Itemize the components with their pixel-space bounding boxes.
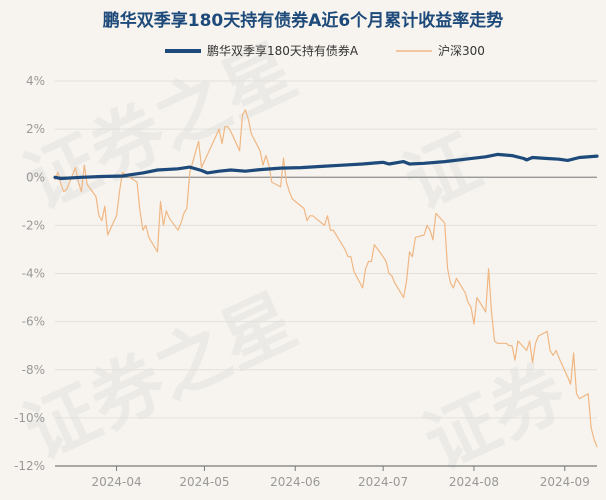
legend-item-fund[interactable]: 鹏华双季享180天持有债券A <box>165 43 359 58</box>
x-tick-label: 2024-08 <box>449 475 499 489</box>
y-tick-label: -10% <box>14 411 45 425</box>
y-tick-label: -8% <box>22 363 45 377</box>
legend-item-index[interactable]: 沪深300 <box>396 44 485 58</box>
y-tick-label: -4% <box>22 267 45 281</box>
series-line-index <box>54 109 598 448</box>
y-tick-label: -2% <box>22 218 45 232</box>
watermark-text: 证券 <box>412 348 579 485</box>
y-tick-label: 4% <box>26 74 45 88</box>
watermark-text: 证券之星 <box>12 278 309 476</box>
y-tick-label: -6% <box>22 315 45 329</box>
legend-label-fund: 鹏华双季享180天持有债券A <box>207 43 359 58</box>
x-tick-label: 2024-04 <box>91 475 141 489</box>
series-layer <box>53 109 599 448</box>
watermark-text: 证 <box>392 119 493 226</box>
legend: 鹏华双季享180天持有债券A 沪深300 <box>165 43 485 58</box>
chart-title: 鹏华双季享180天持有债券A近6个月累计收益率走势 <box>103 10 503 31</box>
x-tick-label: 2024-09 <box>540 475 590 489</box>
watermarks: 证券之星 证 证券之星 证券 <box>12 28 579 486</box>
series-line-fund <box>53 152 599 181</box>
y-tick-label: -12% <box>14 459 45 473</box>
x-axis: 2024-04 2024-05 2024-06 2024-07 2024-08 2024-… <box>55 465 597 489</box>
legend-label-index: 沪深300 <box>438 44 485 58</box>
y-axis: 4% 2% 0% -2% -4% -6% -8% -10% -12% <box>14 74 45 473</box>
y-tick-label: 0% <box>26 170 45 184</box>
x-tick-label: 2024-06 <box>270 475 320 489</box>
x-tick-label: 2024-05 <box>179 475 229 489</box>
x-tick-label: 2024-07 <box>358 475 408 489</box>
y-tick-label: 2% <box>26 122 45 136</box>
